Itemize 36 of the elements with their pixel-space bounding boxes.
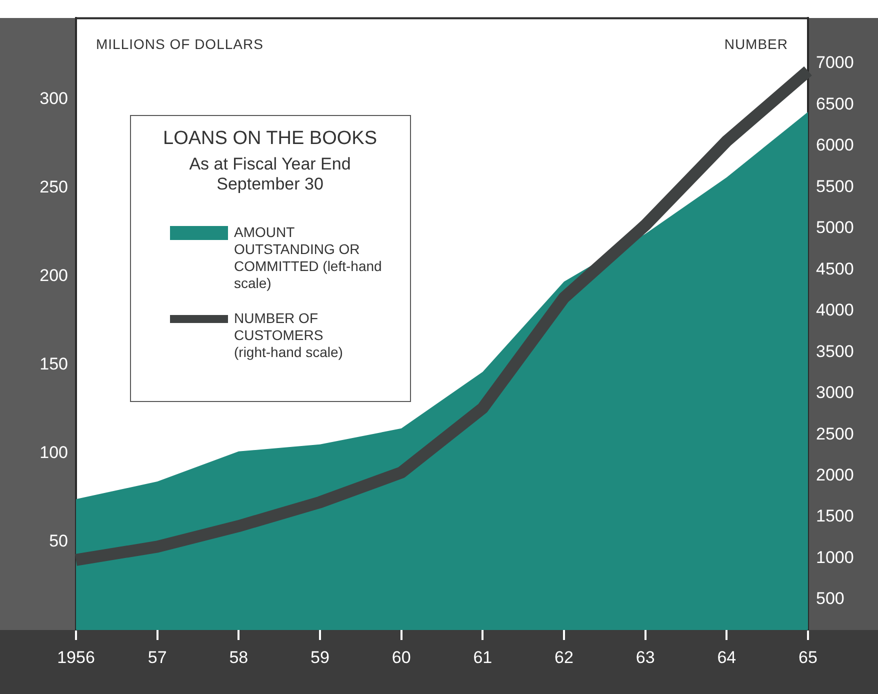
y-tick-label: 250 [40,178,68,197]
y2-tick-label: 2500 [816,424,854,444]
y2-tick-label: 1000 [816,548,854,567]
x-tick-label: 61 [473,648,492,667]
y2-tick-label: 4000 [816,300,854,320]
y2-tick-label: 5500 [816,176,854,196]
x-tick-label: 65 [798,648,818,667]
y2-tick-label: 500 [816,589,844,608]
x-tick-label: 1956 [57,648,95,667]
y2-tick-label: 3000 [816,383,854,402]
x-tick-label: 58 [229,648,248,667]
y-tick-label: 200 [40,266,68,286]
x-tick-label: 60 [392,648,411,667]
y2-tick-label: 5000 [816,218,854,238]
x-tick-label: 62 [554,648,574,667]
x-tick-label: 59 [310,648,330,667]
y2-axis-title: NUMBER [724,36,788,52]
y2-tick-label: 3500 [816,342,854,361]
y-axis-title: MILLIONS OF DOLLARS [96,36,264,52]
y2-tick-label: 1500 [816,506,854,526]
y2-tick-label: 7000 [816,53,854,72]
x-tick-label: 57 [148,648,167,667]
x-tick-label: 64 [717,648,736,667]
legend-label: AMOUNT OUTSTANDING OR COMMITTED (left-hand scale) [234,224,382,291]
y-tick-label: 150 [40,354,68,374]
y-tick-label: 50 [49,531,68,550]
text: LOANS ON THE BOOKS [163,128,377,150]
x-tick-label: 63 [636,648,655,667]
legend-label: NUMBER OF CUSTOMERS (right-hand scale) [234,310,343,360]
y-tick-label: 100 [40,442,68,462]
y-tick-label: 300 [40,89,68,108]
y2-tick-label: 2000 [816,466,854,484]
text: As at Fiscal Year End September 30 [189,154,351,194]
y2-tick-label: 6000 [816,136,854,155]
y2-tick-label: 6500 [816,94,854,114]
y2-tick-label: 4500 [816,259,854,278]
